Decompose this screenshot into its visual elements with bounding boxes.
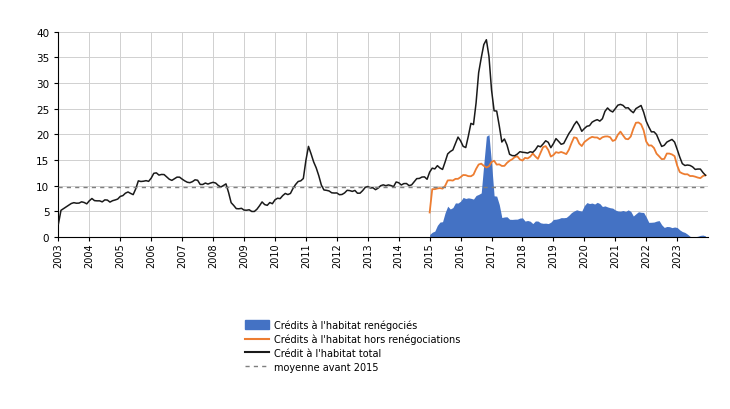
Legend: Crédits à l'habitat renégociés, Crédits à l'habitat hors renégociations, Crédit : Crédits à l'habitat renégociés, Crédits … xyxy=(245,320,461,372)
